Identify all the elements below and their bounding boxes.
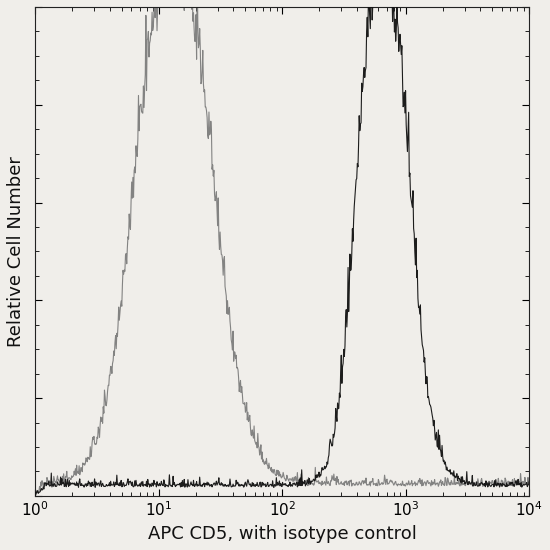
X-axis label: APC CD5, with isotype control: APC CD5, with isotype control: [148, 525, 417, 543]
Y-axis label: Relative Cell Number: Relative Cell Number: [7, 156, 25, 347]
